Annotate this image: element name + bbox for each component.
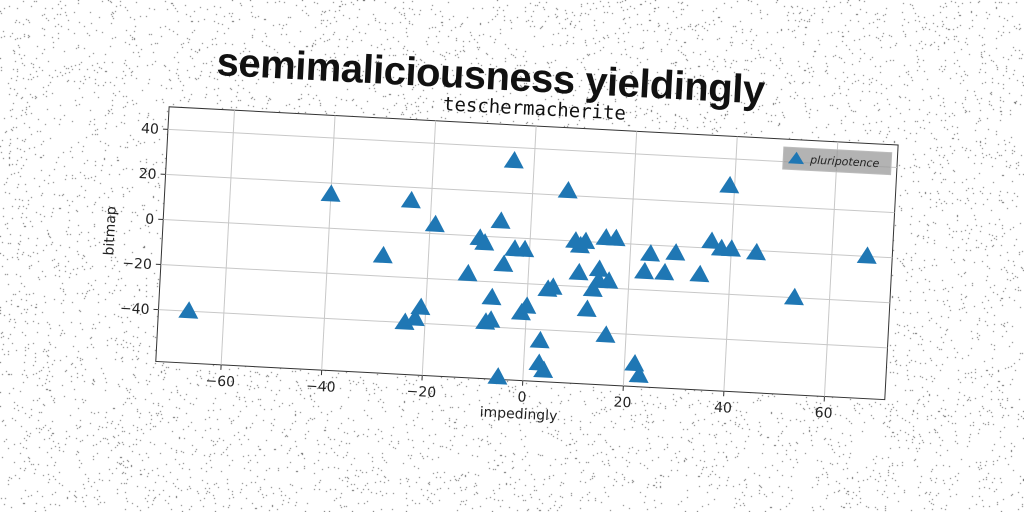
y-tick-label: 40 bbox=[141, 121, 160, 138]
scatter-point bbox=[783, 287, 804, 306]
scatter-point bbox=[474, 233, 495, 251]
scatter-point bbox=[640, 244, 661, 262]
scatter-point bbox=[628, 365, 649, 383]
scatter-point bbox=[493, 254, 514, 272]
x-tick-label: 40 bbox=[714, 400, 733, 417]
scatter-point bbox=[490, 211, 511, 229]
scatter-point bbox=[719, 175, 740, 194]
scatter-point bbox=[665, 243, 686, 261]
y-axis-ticks: −40 −20 0 20 40 bbox=[120, 121, 168, 319]
x-grid-line bbox=[220, 110, 235, 365]
scatter-point bbox=[588, 259, 609, 277]
scatter-point bbox=[542, 277, 563, 295]
scatter-point bbox=[582, 279, 603, 297]
scatter-point bbox=[701, 231, 722, 249]
x-tick-label: −60 bbox=[205, 373, 235, 391]
scatter-point bbox=[575, 231, 596, 250]
y-grid-line bbox=[163, 218, 893, 259]
scatter-point bbox=[372, 245, 393, 264]
scatter-point bbox=[480, 310, 501, 328]
scatter-point bbox=[410, 297, 431, 316]
scatter-point bbox=[576, 299, 597, 317]
x-tick-label: −20 bbox=[406, 384, 436, 402]
scatter-point bbox=[605, 228, 626, 247]
scatter-point bbox=[487, 367, 508, 385]
scatter-point bbox=[503, 151, 524, 169]
scatter-point bbox=[634, 261, 655, 280]
scatter-point bbox=[856, 246, 877, 264]
x-tick-label: 60 bbox=[814, 405, 833, 422]
legend-marker-icon bbox=[788, 151, 804, 165]
y-tick-label: 20 bbox=[138, 166, 157, 183]
scatter-point bbox=[654, 262, 675, 281]
scatter-point bbox=[457, 263, 478, 282]
x-grid-line bbox=[622, 131, 638, 386]
scatter-point bbox=[481, 287, 502, 306]
scatter-point bbox=[320, 184, 341, 202]
scatter-point bbox=[557, 180, 578, 199]
scatter-point bbox=[400, 190, 421, 209]
data-points bbox=[178, 151, 877, 385]
y-axis-label: bitmap bbox=[101, 206, 120, 256]
grid bbox=[158, 110, 897, 397]
scatter-point bbox=[598, 271, 619, 289]
x-tick-label: 0 bbox=[517, 389, 527, 405]
scatter-point bbox=[689, 264, 710, 283]
x-tick-label: −40 bbox=[306, 378, 336, 396]
scatter-point bbox=[720, 239, 741, 257]
x-tick-label: 20 bbox=[613, 394, 632, 411]
legend: pluripotence bbox=[782, 146, 893, 176]
scatter-point bbox=[404, 308, 425, 327]
x-grid-line bbox=[823, 141, 839, 397]
scatter-point bbox=[514, 239, 535, 258]
y-grid-line bbox=[160, 264, 890, 304]
legend-label: pluripotence bbox=[809, 153, 880, 170]
x-axis-ticks: −60 −40 −20 0 20 40 60 bbox=[205, 364, 833, 422]
scatter-point bbox=[533, 360, 554, 378]
scatter-point bbox=[745, 242, 766, 261]
scatter-point bbox=[516, 296, 537, 314]
scatter-point bbox=[595, 325, 616, 343]
scatter-point bbox=[424, 214, 445, 233]
legend-box bbox=[782, 146, 893, 176]
y-grid-line bbox=[167, 128, 897, 169]
x-grid-line bbox=[421, 120, 437, 376]
chart-title: teschermacherite bbox=[443, 93, 627, 125]
y-tick-label: −20 bbox=[122, 256, 152, 274]
x-grid-line bbox=[321, 115, 336, 371]
scatter-point bbox=[178, 301, 199, 319]
scatter-point bbox=[568, 262, 589, 281]
x-grid-line bbox=[723, 136, 738, 392]
y-tick-label: 0 bbox=[145, 212, 155, 228]
scatter-point bbox=[394, 312, 415, 331]
y-grid-line bbox=[158, 309, 888, 349]
scatter-point bbox=[529, 330, 550, 349]
x-axis-label: impedingly bbox=[479, 404, 557, 424]
y-grid-line bbox=[165, 173, 895, 214]
y-tick-label: −40 bbox=[120, 301, 150, 319]
